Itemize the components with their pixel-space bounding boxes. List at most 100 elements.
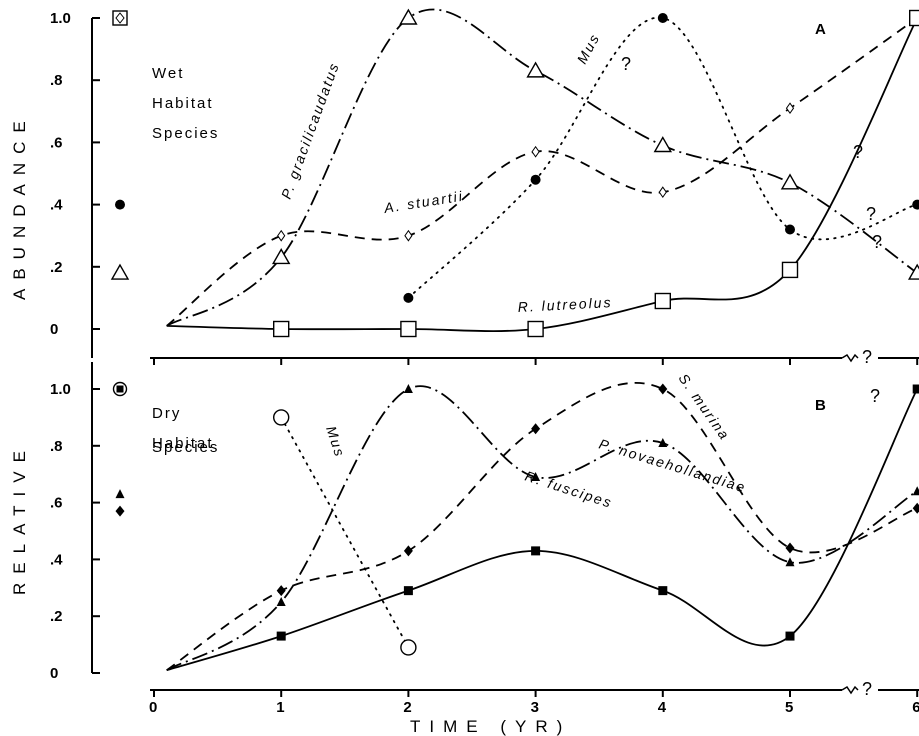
data-point-mus	[273, 409, 290, 426]
uncertainty-question: ?	[866, 204, 876, 224]
panel-a-ytick-label: 0	[50, 321, 58, 338]
data-point-s-murina	[658, 383, 668, 395]
series-label-r-fuscipes: R. fuscipes	[523, 468, 615, 511]
data-point-p-novaehollandiae	[785, 557, 795, 567]
data-point-r-lutreolus	[909, 9, 919, 27]
panel-a-group-line-1: Wet	[152, 65, 184, 82]
panel-b-axis-break-question: ?	[862, 679, 872, 699]
series-label-mus: Mus	[574, 30, 603, 66]
xtick-label: 0	[149, 699, 157, 716]
data-point-r-fuscipes	[912, 384, 919, 394]
series-label-a-stuartii: A. stuartii	[382, 188, 465, 217]
panel-b-ytick-label: .8	[50, 438, 63, 455]
data-point-mus	[785, 224, 795, 235]
series-line-s-murina	[166, 382, 918, 671]
panel-b-ytick-label: .6	[50, 495, 63, 512]
data-point-r-fuscipes	[785, 631, 795, 641]
series-label-mus: Mus	[323, 424, 348, 460]
data-point-s-murina	[276, 585, 286, 597]
data-point-p-gracilicaudatus	[399, 8, 418, 25]
panel-a-group-line-3: Species	[152, 125, 219, 142]
series-line-p-novaehollandiae	[166, 385, 918, 671]
panel-a-ytick-label: .8	[50, 72, 63, 89]
xtick-label: 2	[403, 699, 411, 716]
x-axis-title: TIME (YR)	[410, 717, 571, 736]
data-point-p-gracilicaudatus	[271, 248, 291, 265]
panel-b-prefire-point	[115, 505, 125, 517]
series-line-r-lutreolus	[166, 17, 919, 332]
series-line-mus	[407, 17, 919, 299]
data-point-p-novaehollandiae	[912, 486, 919, 496]
uncertainty-question: ?	[853, 142, 863, 162]
panel-b-ytick-label: 1.0	[50, 381, 71, 398]
panel-a-prefire-point	[115, 199, 125, 210]
xtick-label: 5	[785, 699, 793, 716]
panel-a-label: A	[815, 21, 826, 38]
uncertainty-question: ?	[872, 232, 882, 252]
panel-b-ytick-label: .2	[50, 608, 63, 625]
data-point-r-fuscipes	[403, 586, 413, 596]
panel-b-prefire-point	[115, 489, 125, 499]
data-point-a-stuartii	[658, 186, 667, 199]
y-axis-title-top: ABUNDANCE	[10, 112, 29, 300]
panel-b-group-line-1: Dry	[152, 405, 181, 422]
panel-a: A Wet Habitat Species 0 .2 .4 .6 .8 1.0 P. gr…	[50, 8, 919, 367]
panel-a-axis-break-question: ?	[862, 347, 872, 367]
panel-b-ytick-label: .4	[50, 551, 63, 568]
data-point-mus	[912, 199, 919, 210]
xtick-label: 4	[658, 699, 667, 716]
data-point-r-lutreolus	[273, 320, 290, 338]
panel-a-prefire-point	[110, 263, 130, 280]
data-point-r-lutreolus	[654, 292, 671, 310]
data-point-s-murina	[912, 502, 919, 514]
data-point-r-fuscipes	[531, 546, 541, 556]
uncertainty-question: ?	[621, 54, 631, 74]
panel-b: B Dry Habitat Species 0 .2 .4 .6 .8 1.0 0 1 2 3 4 5…	[50, 362, 919, 716]
data-point-mus	[657, 13, 668, 23]
data-point-p-novaehollandiae	[276, 597, 286, 606]
data-point-a-stuartii	[277, 229, 286, 242]
panel-a-ytick-label: .4	[50, 197, 63, 214]
data-point-p-gracilicaudatus	[780, 173, 800, 190]
series-line-r-fuscipes	[166, 388, 919, 672]
data-point-p-gracilicaudatus	[653, 136, 673, 153]
uncertainty-question: ?	[870, 386, 880, 406]
panel-a-ytick-label: .2	[50, 259, 63, 276]
panel-a-prefire-point	[112, 10, 128, 26]
panel-a-ytick-label: 1.0	[50, 10, 71, 27]
xtick-label: 6	[912, 699, 919, 716]
panel-a-group-line-2: Habitat	[152, 95, 214, 112]
panel-b-group-line-2: Habitat	[152, 435, 214, 452]
data-point-mus	[400, 639, 417, 656]
data-point-a-stuartii	[404, 229, 413, 242]
data-point-s-murina	[785, 542, 795, 554]
data-point-p-novaehollandiae	[658, 437, 668, 447]
data-point-a-stuartii	[785, 102, 795, 115]
panel-b-prefire-point	[112, 381, 128, 397]
data-point-r-lutreolus	[400, 320, 417, 338]
data-point-mus	[530, 174, 541, 185]
panel-b-ytick-label: 0	[50, 665, 58, 682]
panel-b-label: B	[815, 397, 826, 414]
series-label-p-novaehollandiae: P. novaehollandiae	[597, 436, 748, 496]
data-point-p-novaehollandiae	[531, 472, 541, 482]
xtick-label: 1	[276, 699, 284, 716]
data-point-p-gracilicaudatus	[907, 263, 919, 280]
axis-break-mark	[841, 353, 859, 363]
series-line-mus	[280, 416, 410, 649]
y-axis-title-bottom: RELATIVE	[10, 442, 29, 595]
data-point-a-stuartii	[531, 145, 540, 158]
xtick-label: 3	[531, 699, 539, 716]
data-point-r-fuscipes	[658, 586, 668, 596]
panel-b-group-line-3: Species	[152, 439, 219, 456]
data-point-s-murina	[403, 545, 413, 557]
data-point-s-murina	[531, 423, 541, 435]
data-point-mus	[403, 292, 414, 303]
series-line-a-stuartii	[166, 17, 918, 327]
series-label-r-lutreolus: R. lutreolus	[517, 294, 613, 315]
axis-break-mark	[841, 685, 859, 695]
data-point-r-lutreolus	[527, 320, 544, 338]
series-label-p-gracilicaudatus: P. gracilicaudatus	[278, 60, 343, 201]
data-point-p-novaehollandiae	[403, 384, 413, 393]
